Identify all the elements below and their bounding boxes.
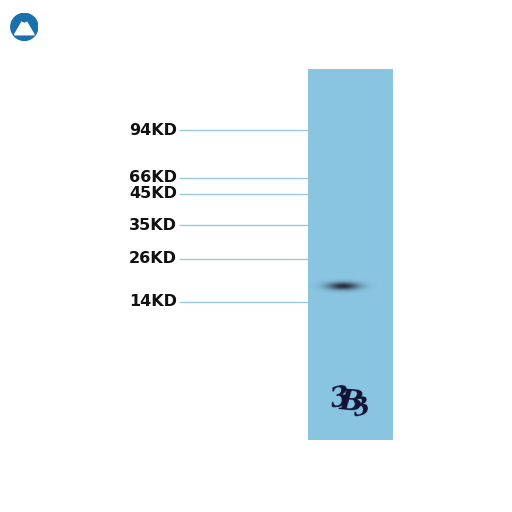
Text: 3: 3 (350, 395, 373, 422)
Text: 66KD: 66KD (129, 170, 177, 185)
Text: B: B (338, 388, 364, 417)
Bar (308, 69, 393, 440)
Text: 45KD: 45KD (129, 186, 177, 201)
Text: 3: 3 (328, 383, 352, 414)
Circle shape (22, 16, 27, 22)
Polygon shape (14, 18, 34, 35)
Text: 14KD: 14KD (129, 294, 177, 309)
Text: 35KD: 35KD (129, 218, 177, 232)
Circle shape (11, 13, 38, 40)
Text: 26KD: 26KD (129, 251, 177, 266)
Text: 94KD: 94KD (129, 123, 177, 138)
